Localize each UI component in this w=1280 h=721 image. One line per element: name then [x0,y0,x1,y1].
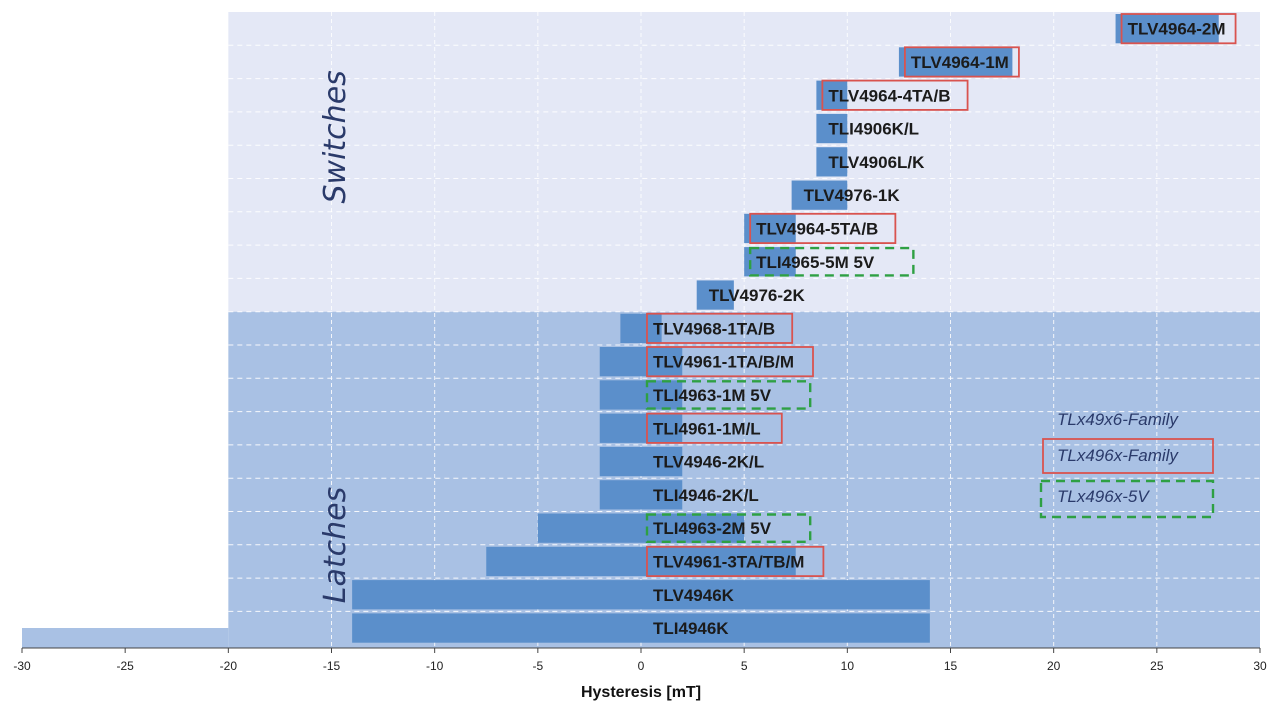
bar [791,180,848,210]
bar-label: TLV4976-2K [709,286,806,305]
bar [486,546,796,577]
bar [599,446,683,477]
x-axis: -30 -25 -20 -15 -10 -5 0 5 10 15 20 25 30 Hysteresis … [13,647,1267,701]
family-box-red [646,312,794,344]
x-tick-label: 25 [1150,659,1164,673]
family-box-red [904,46,1020,78]
bar [537,513,745,543]
family-box-red [821,79,969,111]
x-tick-label: 10 [841,659,855,673]
legend-entry: TLx49x6-Family [1057,410,1179,429]
family-box-red [646,346,814,378]
x-tick-label: -30 [13,659,31,673]
bar-label: TLV4906L/K [828,153,925,172]
bar [599,480,683,510]
bar-label: TLV4964-2M [1128,20,1226,39]
family-box-green [748,246,915,277]
family-box-red [646,545,825,577]
bar [696,280,734,310]
region-label-switches: Switches [318,70,353,203]
bar-label: TLI4963-1M 5V [653,386,772,405]
bar-labels-layer: TLV4964-2M TLV4964-1M TLV4964-4TA/B TLI4906… [653,20,1226,638]
bar-label: TLI4946-2K/L [653,486,759,505]
bar [352,580,930,610]
bar-label: TLV4946-2K/L [653,453,764,472]
x-tick-label: -20 [220,659,238,673]
family-box-red [749,212,897,245]
bar-label: TLV4961-3TA/TB/M [653,552,804,571]
x-tick-label: 5 [741,659,748,673]
x-tick-label: 30 [1253,659,1267,673]
bar [816,113,848,144]
x-tick-label: 0 [638,659,645,673]
bar [744,213,796,244]
family-box-red [646,412,783,444]
bar [898,47,1013,77]
x-tick-label: -15 [323,659,341,673]
bar-label: TLV4968-1TA/B [653,319,775,338]
x-tick-label: 15 [944,659,958,673]
bar-label: TLV4976-1K [804,186,901,205]
x-axis-title: Hysteresis [mT] [581,684,701,701]
bar [599,380,683,410]
x-tick-label: -5 [532,659,543,673]
family-box-green [645,380,812,410]
family-box-green [645,513,812,543]
bar-label: TLV4964-5TA/B [756,219,878,238]
bar-label: TLV4964-4TA/B [828,86,950,105]
bar-label: TLI4965-5M 5V [756,253,875,272]
legend: TLx49x6-Family TLx496x-Family TLx496x-5V [1039,410,1215,519]
region-label-latches: Latches [318,487,353,603]
legend-box-red [1042,438,1214,474]
family-box-red [1120,13,1237,45]
bar [1115,14,1219,44]
bar [599,413,683,443]
bar-label: TLI4961-1M/L [653,419,761,438]
bar [352,613,930,643]
legend-entry: TLx496x-5V [1057,487,1150,506]
bar [816,147,848,177]
latches-region-tail [22,628,229,648]
bar-label: TLV4946K [653,586,735,605]
bars-layer [352,14,1219,643]
bar [599,347,683,377]
bar [620,313,662,343]
bar-label: TLI4946K [653,619,729,638]
family-boxes-layer [645,13,1237,577]
x-tick-label: -25 [116,659,134,673]
bar-label: TLI4906K/L [828,120,919,139]
x-tick-label: 20 [1047,659,1061,673]
bar-label: TLV4961-1TA/B/M [653,353,794,372]
bar [744,247,796,277]
bar-label: TLI4963-2M 5V [653,519,772,538]
x-tick-label: -10 [426,659,444,673]
region-labels-layer: Switches Latches [318,70,353,603]
legend-entry: TLx496x-Family [1057,446,1179,465]
legend-box-green [1039,479,1215,519]
bar-label: TLV4964-1M [911,53,1009,72]
